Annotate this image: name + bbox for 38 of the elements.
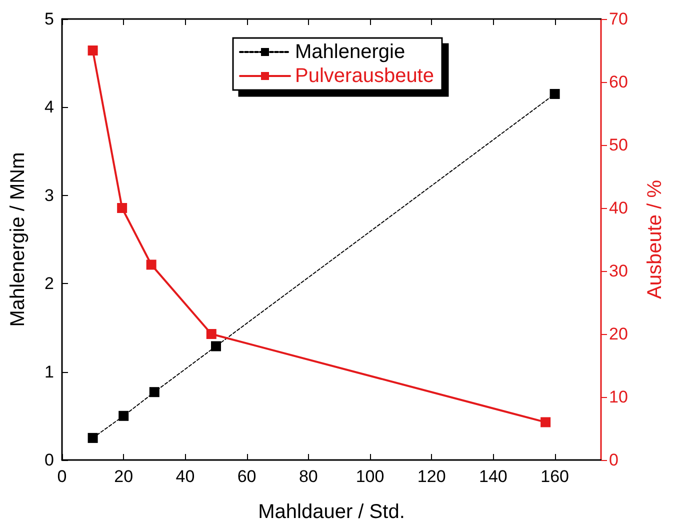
y-axis-title: Mahlenergie / MNm [7,152,29,327]
y-tick-label: 3 [44,186,54,205]
point [550,88,560,99]
x-tick-label: 100 [356,467,384,486]
x-tick-label: 0 [57,467,67,486]
y2-tick-label: 30 [609,262,628,280]
y-tick-label: 1 [44,362,54,382]
point [117,203,128,213]
y-tick-label: 4 [44,98,54,117]
x-tick-label: 20 [114,467,134,486]
y2-axis-title: Ausbeute / % [644,180,666,299]
y-tick-label: 2 [44,274,54,294]
x-tick-label: 60 [237,467,256,486]
x-tick-label: 80 [298,467,318,486]
point [146,260,156,270]
y2-tick-label: 40 [609,198,628,218]
y2-tick-label: 50 [609,136,628,154]
point [118,410,129,421]
point [88,46,98,56]
point [88,432,98,443]
y2-tick-label: 70 [609,10,628,28]
x-axis-title: Mahldauer / Std. [258,501,405,523]
point [540,417,551,428]
y2-tick-label: 20 [609,324,628,344]
x-tick-label: 160 [540,467,569,486]
point [149,387,160,398]
point [211,341,221,352]
y2-tick-label: 0 [609,450,618,470]
x-tick-label: 40 [176,467,195,486]
y2-tick-label: 10 [609,388,628,406]
point [206,329,216,339]
y-tick-label: 0 [44,450,54,470]
legend-label: Pulverausbeute [295,65,434,87]
y2-tick-label: 60 [609,72,628,92]
x-tick-label: 120 [417,467,446,486]
x-tick-label: 140 [479,467,508,486]
y-tick-label: 5 [44,10,54,28]
legend-label: Mahlenergie [295,41,406,63]
